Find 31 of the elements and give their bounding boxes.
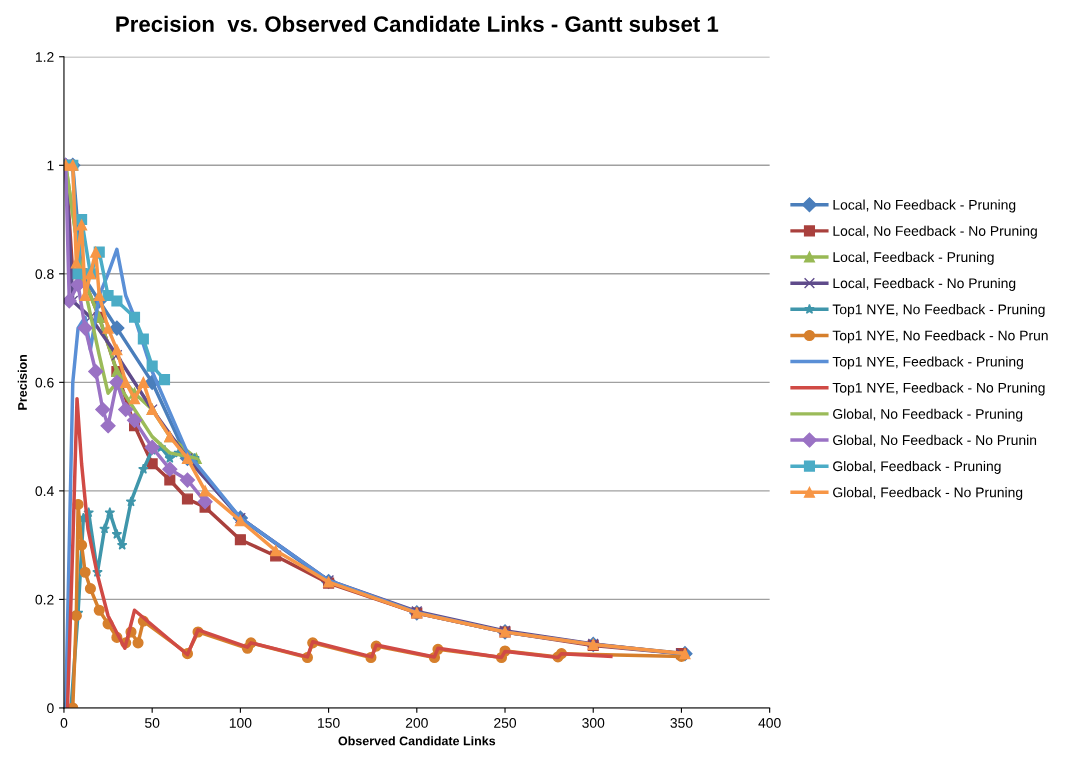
legend-label: Global, No Feedback - Pruning [833,408,1023,422]
y-tick-label: 0 [47,703,54,714]
legend-label: Global, Feedback - No Pruning [833,487,1023,501]
legend-label: Global, Feedback - Pruning [833,460,1001,474]
legend-label: Top1 NYE, No Feedback - No Prun [832,330,1048,344]
legend-label: Top1 NYE, No Feedback - Pruning [832,304,1045,318]
x-tick-label: 300 [582,718,605,728]
y-axis-title: Precision [17,354,27,410]
legend-label: Global, No Feedback - No Prunin [833,434,1037,447]
x-tick-label: 200 [405,718,428,728]
chart-title: Precision vs. Observed Candidate Links - Gantt subset 1 [116,15,719,32]
legend-label: Local, Feedback - Pruning [833,251,994,265]
legend-label: Local, Feedback - No Pruning [833,277,1016,291]
x-tick-label: 350 [670,718,693,728]
legend-label: Top1 NYE, Feedback - No Pruning [832,382,1045,396]
x-axis-title: Observed Candidate Links [338,736,496,746]
x-tick-label: 250 [494,718,517,728]
legend-label: Top1 NYE, Feedback - Pruning [832,356,1023,370]
x-tick-label: 50 [145,718,160,728]
x-tick-label: 150 [318,718,340,728]
y-tick-label: 0.6 [35,377,54,388]
legend-label: Local, No Feedback - No Pruning [833,225,1037,239]
y-tick-label: 0.8 [35,269,54,279]
y-tick-label: 1.2 [35,52,54,62]
x-tick-label: 0 [60,718,68,728]
y-tick-label: 0.2 [35,594,54,605]
legend-label: Local, No Feedback - Pruning [833,199,1016,213]
x-tick-label: 100 [229,718,252,728]
x-tick-label: 400 [758,718,781,728]
y-tick-label: 0.4 [35,486,54,497]
y-tick-label: 1 [47,160,54,171]
